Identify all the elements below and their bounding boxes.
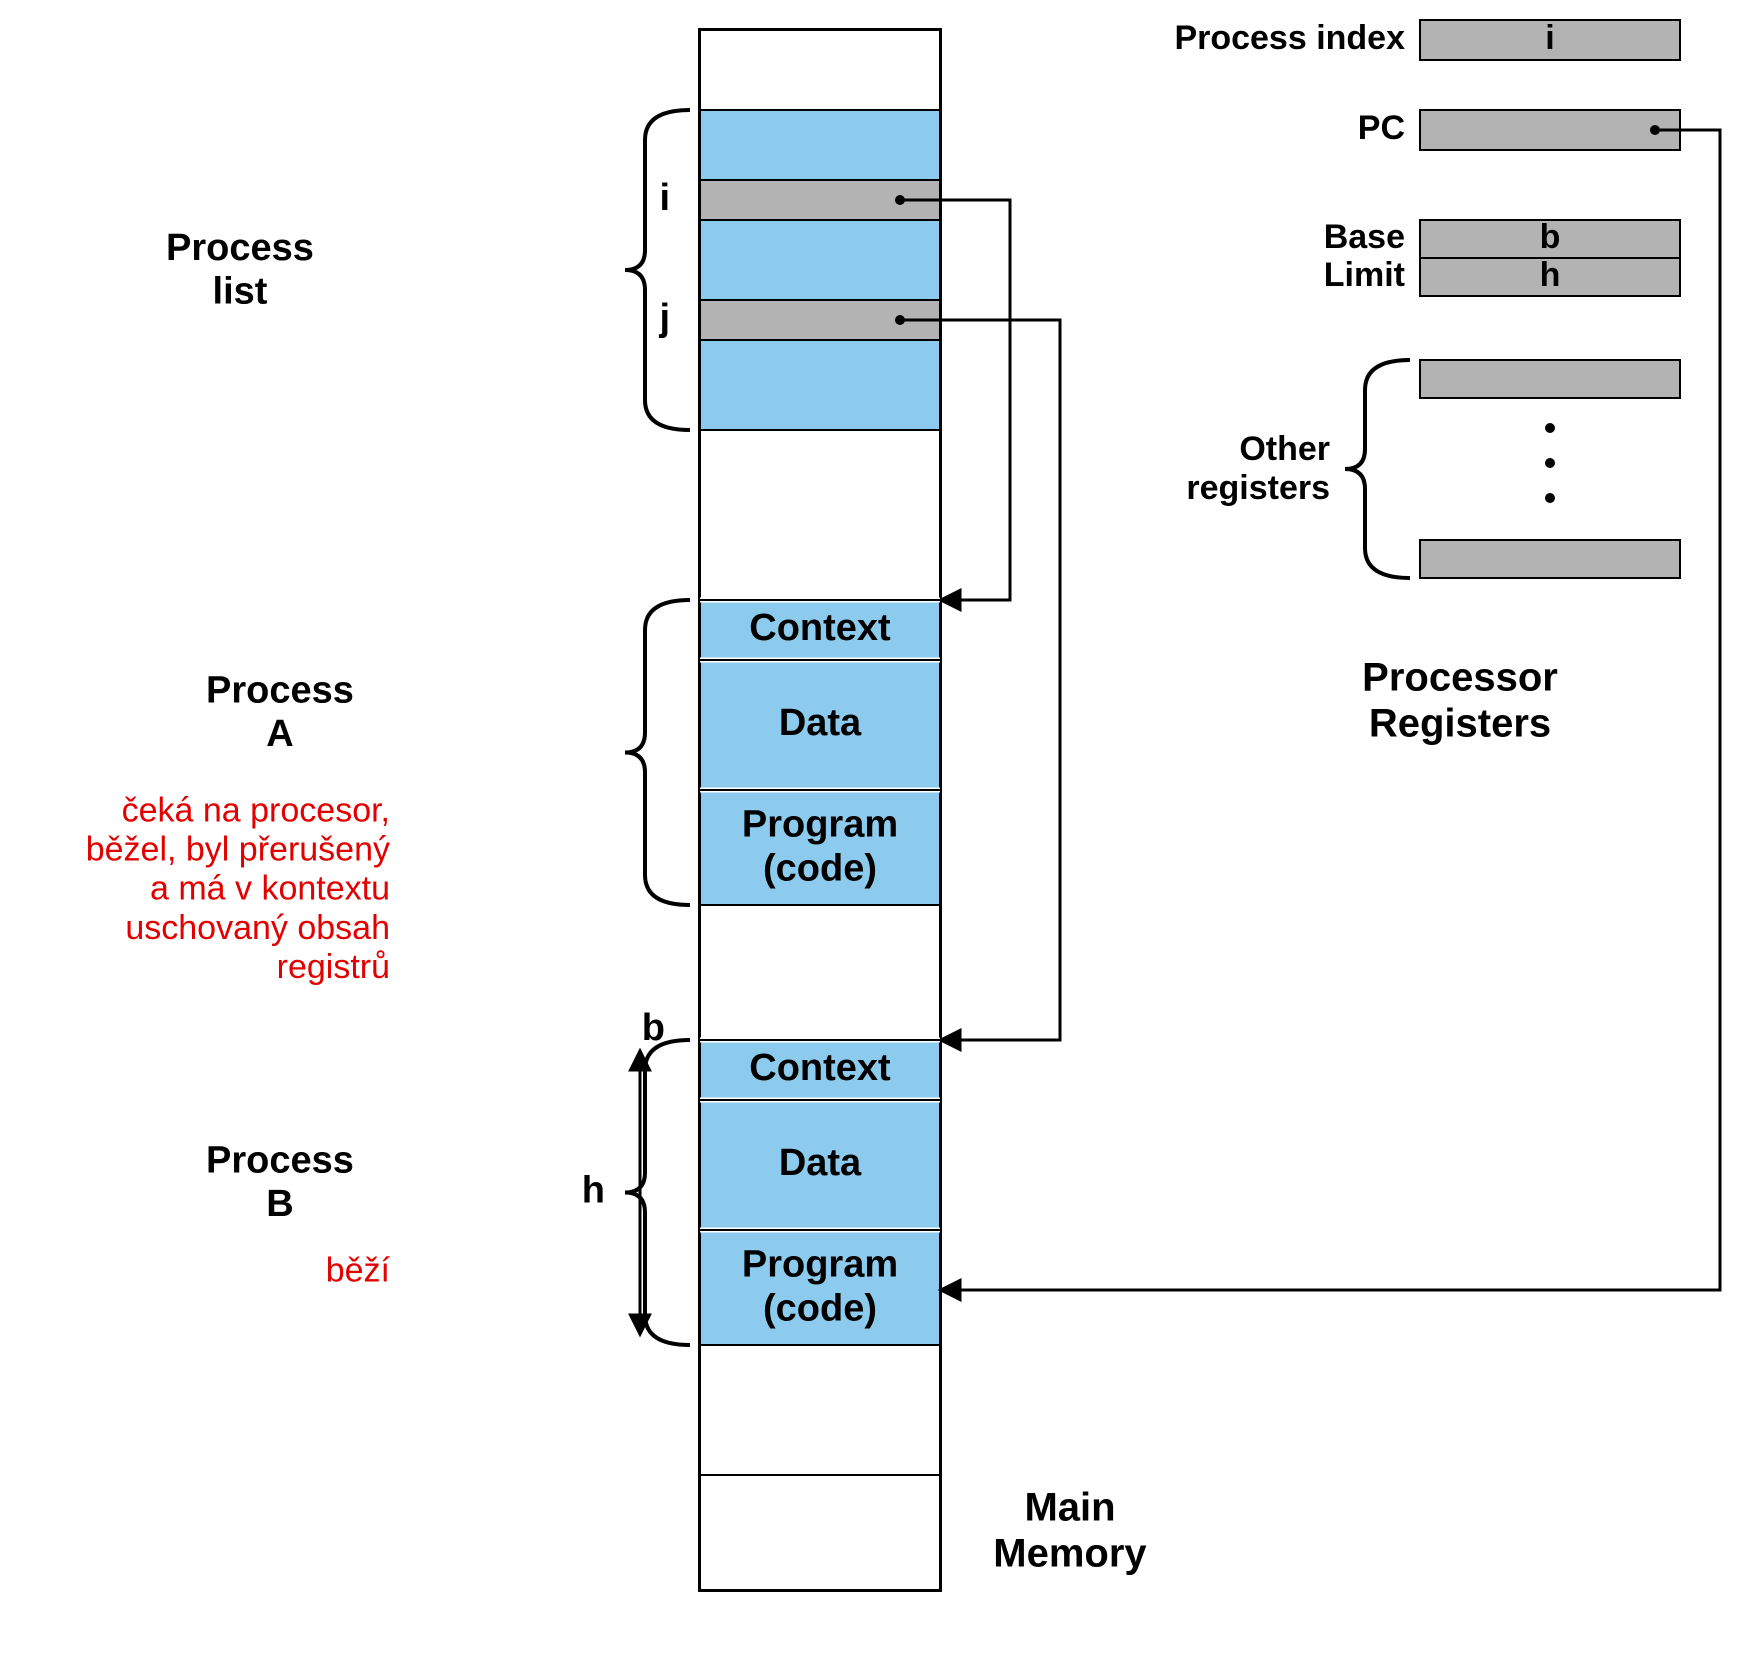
brace — [625, 110, 690, 430]
svg-text:uschovaný obsah: uschovaný obsah — [125, 909, 390, 947]
svg-text:h: h — [1540, 256, 1561, 294]
svg-text:Base: Base — [1324, 218, 1405, 256]
svg-text:Process: Process — [206, 1140, 354, 1182]
svg-text:b: b — [642, 1007, 665, 1049]
svg-text:Main: Main — [1024, 1486, 1115, 1530]
svg-text:Other: Other — [1239, 430, 1330, 468]
memory-segment-gap2 — [700, 905, 940, 1040]
svg-text:Registers: Registers — [1369, 702, 1551, 746]
svg-text:B: B — [266, 1183, 293, 1225]
memory-segment-pl_bot — [700, 340, 940, 430]
register-pc — [1420, 110, 1680, 150]
svg-text:Program: Program — [742, 804, 898, 846]
svg-text:běží: běží — [326, 1251, 391, 1289]
svg-text:b: b — [1540, 218, 1561, 256]
memory-segment-pl_mid — [700, 220, 940, 300]
memory-segment-gap1 — [700, 430, 940, 600]
svg-text:registrů: registrů — [277, 948, 390, 986]
svg-text:Data: Data — [779, 702, 862, 744]
svg-text:Context: Context — [749, 607, 891, 649]
register-other-bottom — [1420, 540, 1680, 578]
svg-text:i: i — [1545, 19, 1554, 57]
brace — [625, 1040, 690, 1345]
svg-text:Program: Program — [742, 1244, 898, 1286]
ellipsis-dot — [1545, 423, 1555, 433]
svg-text:Context: Context — [749, 1047, 891, 1089]
svg-text:j: j — [658, 297, 670, 339]
pc-pointer-dot — [1650, 125, 1660, 135]
svg-text:Process: Process — [166, 227, 314, 269]
svg-text:čeká na procesor,: čeká na procesor, — [122, 791, 390, 829]
register-other-top — [1420, 360, 1680, 398]
svg-text:běžel, byl přerušený: běžel, byl přerušený — [86, 831, 390, 869]
ellipsis-dot — [1545, 493, 1555, 503]
arrow-pc-to-code-b — [940, 130, 1720, 1290]
svg-text:registers: registers — [1186, 469, 1330, 507]
svg-text:(code): (code) — [763, 1287, 877, 1329]
svg-text:Process: Process — [206, 670, 354, 712]
svg-text:h: h — [582, 1170, 605, 1212]
svg-text:(code): (code) — [763, 847, 877, 889]
brace — [625, 600, 690, 905]
svg-text:i: i — [659, 177, 670, 219]
svg-text:Memory: Memory — [993, 1532, 1147, 1576]
memory-segment-pl_top — [700, 110, 940, 180]
svg-text:Process index: Process index — [1174, 19, 1405, 57]
memory-segment-gap3 — [700, 1345, 940, 1475]
memory-segment-gap0 — [700, 30, 940, 110]
brace — [1345, 360, 1410, 578]
svg-text:A: A — [266, 713, 293, 755]
memory-segment-padend — [700, 1475, 940, 1590]
svg-text:list: list — [213, 271, 268, 313]
svg-text:a má v kontextu: a má v kontextu — [150, 870, 390, 908]
svg-text:Data: Data — [779, 1142, 862, 1184]
svg-text:Processor: Processor — [1362, 656, 1558, 700]
ellipsis-dot — [1545, 458, 1555, 468]
svg-text:PC: PC — [1358, 109, 1405, 147]
svg-text:Limit: Limit — [1324, 256, 1405, 294]
